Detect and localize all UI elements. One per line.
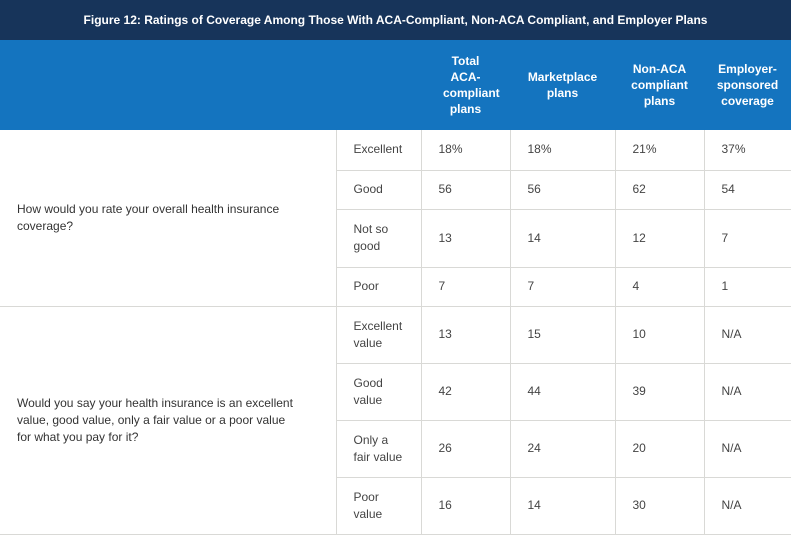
value-cell: N/A [703, 305, 791, 364]
column-header: Marketplace plans [510, 40, 615, 130]
value-cell: 42 [420, 362, 511, 421]
value-cell: 7 [420, 266, 511, 307]
value-cell: 14 [509, 208, 616, 268]
response-label: Good value [336, 362, 422, 421]
response-label: Only a fair value [336, 419, 422, 478]
value-cell: 13 [420, 208, 511, 268]
value-cell: 18% [509, 130, 616, 171]
column-header: Total ACA-compliant plans [421, 40, 510, 130]
table-row: Good value 42 44 39 N/A [0, 362, 791, 421]
response-label: Excellent value [335, 305, 422, 364]
response-label: Not so good [336, 208, 422, 268]
value-cell: 15 [509, 305, 616, 364]
value-cell: 44 [509, 362, 616, 421]
value-cell: 10 [614, 305, 705, 364]
table-row: Poor 7 7 4 1 [0, 266, 791, 307]
question-cell: How would you rate your overall health i… [0, 130, 337, 307]
table-row: Only a fair value 26 24 20 N/A [0, 419, 791, 478]
value-cell: 56 [420, 169, 511, 210]
value-cell: 24 [509, 419, 616, 478]
value-cell: 18% [420, 130, 511, 171]
value-cell: 56 [509, 169, 616, 210]
header-blank [336, 40, 421, 130]
response-label: Poor value [336, 476, 422, 535]
value-cell: 21% [614, 130, 705, 171]
value-cell: 7 [703, 208, 791, 268]
response-label: Good [336, 169, 422, 210]
header-row: Total ACA-compliant plans Marketplace pl… [0, 40, 791, 130]
value-cell: 20 [614, 419, 705, 478]
value-cell: 39 [614, 362, 705, 421]
table-row: How would you rate your overall health i… [0, 130, 791, 307]
value-cell: 37% [703, 130, 791, 171]
value-cell: N/A [703, 362, 791, 421]
value-cell: N/A [703, 419, 791, 478]
response-label: Excellent [335, 130, 422, 171]
value-cell: 14 [509, 476, 616, 535]
table-row: Would you say your health insurance is a… [0, 305, 791, 535]
value-cell: 13 [420, 305, 511, 364]
table-row: Poor value 16 14 30 N/A [0, 476, 791, 535]
value-cell: 12 [614, 208, 705, 268]
question-cell: Would you say your health insurance is a… [0, 305, 337, 535]
response-label: Poor [336, 266, 422, 307]
value-cell: 1 [703, 266, 791, 307]
column-header: Employer-sponsored coverage [704, 40, 791, 130]
value-cell: 54 [703, 169, 791, 210]
value-cell: 26 [420, 419, 511, 478]
value-cell: 7 [509, 266, 616, 307]
value-cell: N/A [703, 476, 791, 535]
ratings-table: Total ACA-compliant plans Marketplace pl… [0, 40, 791, 535]
figure-title: Figure 12: Ratings of Coverage Among Tho… [0, 0, 791, 40]
value-cell: 4 [614, 266, 705, 307]
header-blank [0, 40, 336, 130]
value-cell: 30 [614, 476, 705, 535]
value-cell: 62 [614, 169, 705, 210]
value-cell: 16 [420, 476, 511, 535]
column-header: Non-ACA compliant plans [615, 40, 704, 130]
